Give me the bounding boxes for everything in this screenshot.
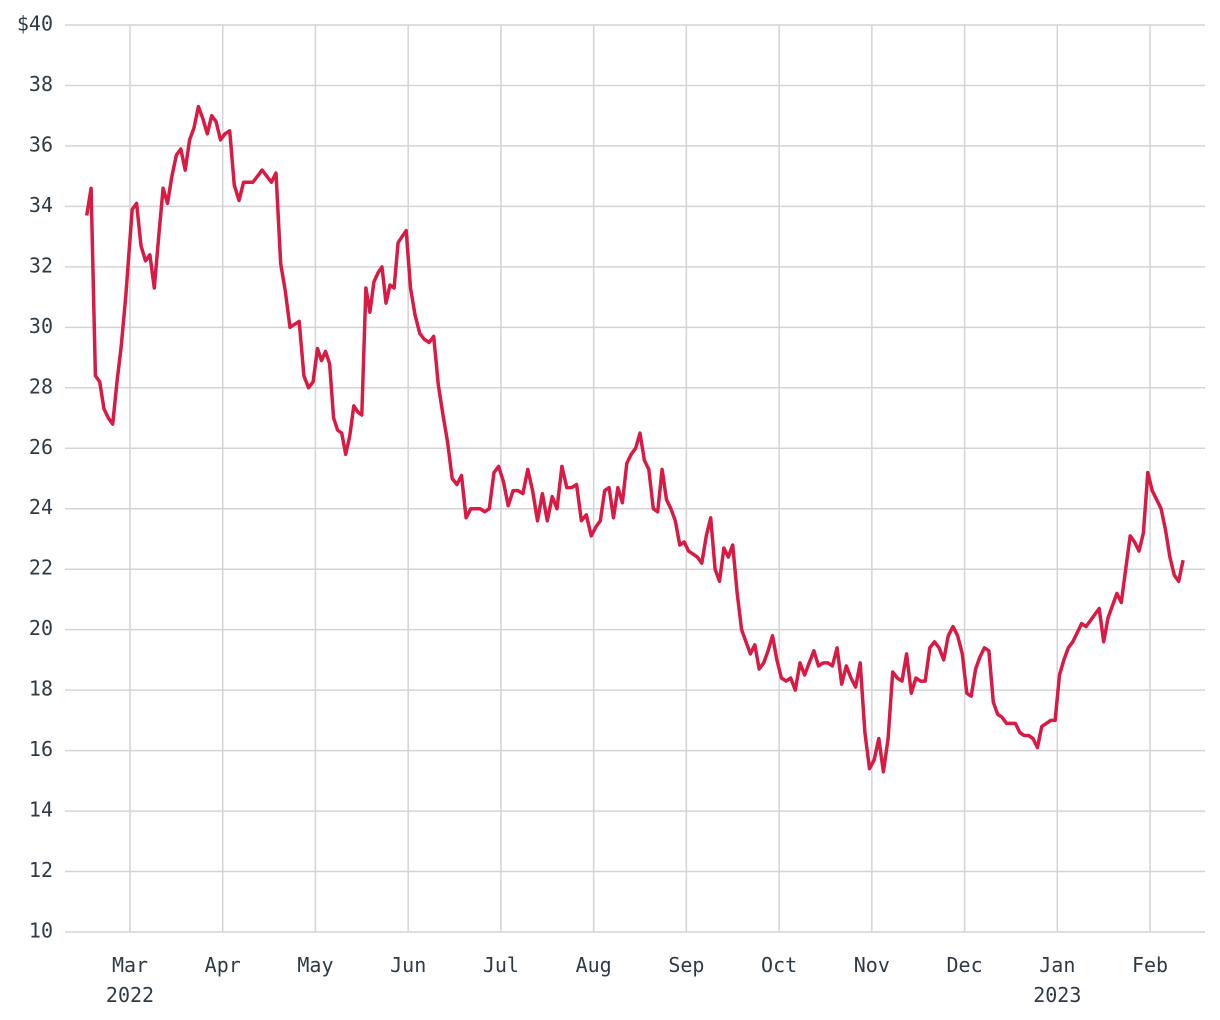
y-tick-label: 38 [29, 72, 53, 96]
x-tick-label: Apr [204, 953, 241, 977]
x-tick-label: Jun [390, 953, 427, 977]
x-tick-label: Mar 2022 [105, 953, 155, 1007]
y-tick-label: 24 [29, 495, 53, 519]
y-tick-label: 18 [29, 677, 53, 701]
y-tick-label: 34 [29, 193, 53, 217]
x-tick-label: May [297, 953, 334, 977]
price-line [84, 104, 1185, 774]
y-tick-label: 26 [29, 435, 53, 459]
y-tick-label: 22 [29, 556, 53, 580]
y-tick-label: 28 [29, 374, 53, 398]
y-tick-label: 36 [29, 132, 53, 156]
x-tick-label: Jul [482, 953, 519, 977]
y-tick-label: 20 [29, 616, 53, 640]
x-tick-label: Oct [761, 953, 798, 977]
x-tick-label: Nov [853, 953, 890, 977]
y-tick-label: 32 [29, 253, 53, 277]
x-tick-label: Jan 2023 [1033, 953, 1082, 1007]
x-tick-label: Sep [668, 953, 705, 977]
y-tick-label: 16 [29, 737, 53, 761]
y-tick-label: 12 [29, 858, 53, 882]
y-tick-label: 14 [29, 798, 53, 822]
x-tick-label: Feb [1131, 953, 1169, 977]
x-tick-label: Aug [575, 953, 612, 977]
x-tick-label: Dec [946, 953, 983, 977]
y-tick-label: 10 [29, 919, 53, 943]
y-tick-label: $40 [17, 12, 53, 36]
y-tick-label: 30 [29, 314, 53, 338]
